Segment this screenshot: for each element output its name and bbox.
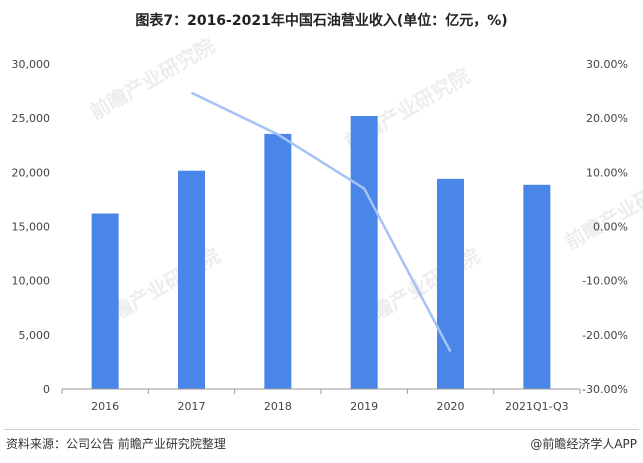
x-category-label: 2018 [264,400,292,413]
footer-divider [4,429,639,430]
axes [61,388,581,394]
chart-area: 前瞻产业研究院 前瞻产业研究院 前瞻产业研究院 前瞻产业研究院 前瞻产业研究院 0 5,0… [12,34,643,413]
y-left-tick-label: 30,000 [12,58,51,71]
source-note: 资料来源：公司公告 前瞻产业研究院整理 [6,437,226,451]
x-category-label: 2019 [350,400,378,413]
y-right-tick-label: 20.00% [586,112,628,125]
growth-line-series [190,91,452,353]
y-right-tick-label: -30.00% [582,383,628,396]
watermark-text: 前瞻产业研究院 [86,34,219,125]
credit-note: @前瞻经济学人APP [530,437,637,451]
x-category-label: 2017 [178,400,206,413]
y-left-tick-label: 0 [43,383,50,396]
y-right-tick-label: -10.00% [582,275,628,288]
y-right-tick-label: 0.00% [593,221,628,234]
y-left-tick-label: 20,000 [12,166,51,179]
x-category-label: 2016 [91,400,119,413]
y-left-tick-label: 10,000 [12,275,51,288]
revenue-bar [91,213,119,389]
revenue-bar [437,178,464,389]
y-left-tick-label: 5,000 [19,329,51,342]
y-right-tick-label: 10.00% [586,166,628,179]
growth-rate-line [190,91,452,353]
revenue-bar [178,170,205,389]
tick-labels: 0 5,000 10,000 15,000 20,000 25,000 30,000 -30.… [12,58,629,413]
y-right-tick-label: 30.00% [586,58,628,71]
revenue-bar [264,133,292,389]
y-left-tick-label: 25,000 [12,112,51,125]
x-category-label: 2021Q1-Q3 [505,400,569,413]
revenue-bar [350,116,378,389]
y-right-tick-label: -20.00% [582,329,628,342]
chart-title: 图表7：2016-2021年中国石油营业收入(单位：亿元，%) [135,13,508,29]
x-category-label: 2020 [437,400,465,413]
y-left-tick-label: 15,000 [12,221,51,234]
revenue-bar [523,184,551,389]
bar-series [91,116,551,389]
